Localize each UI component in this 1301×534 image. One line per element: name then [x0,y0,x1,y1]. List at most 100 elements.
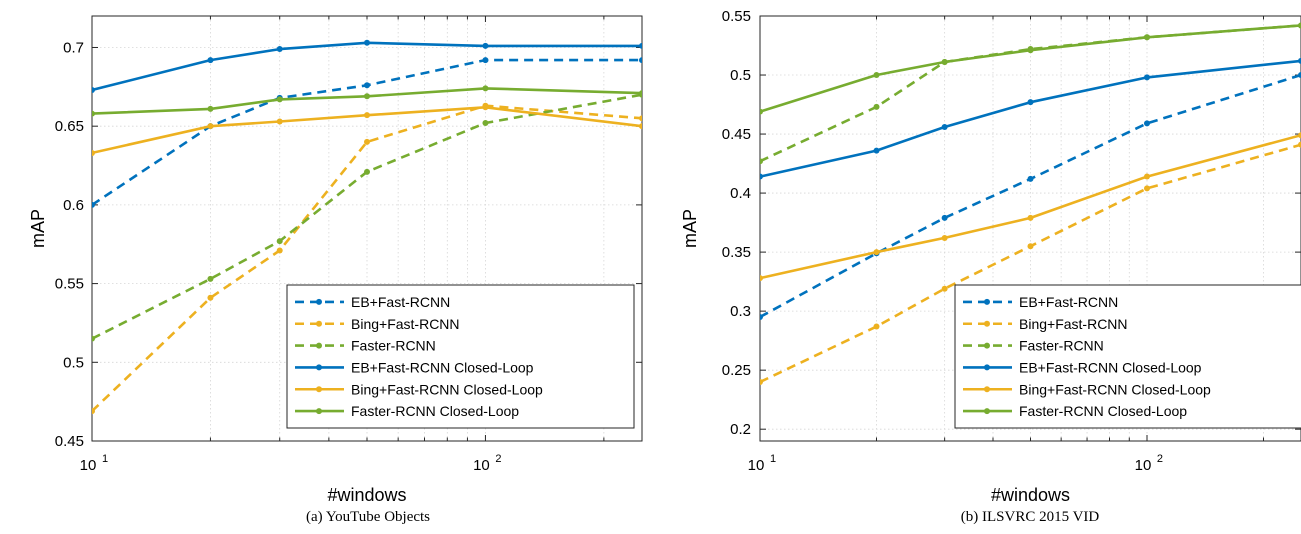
data-point [207,105,214,112]
chart-caption: (a) YouTube Objects [305,509,431,525]
legend-swatch-marker [984,364,990,371]
legend-item: EB+Fast-RCNN Closed-Loop [963,359,1202,375]
legend-label: EB+Fast-RCNN [351,294,450,310]
data-point [207,275,214,282]
legend: EB+Fast-RCNN Bing+Fast-RCNN Faster-RCNN EB+… [286,284,635,429]
data-point [639,90,642,97]
series-eb-fast-rcnn [760,72,1301,321]
data-point [873,103,880,110]
chart-panel-youtube-objects: 0.45 0.5 0.55 0.6 0.65 0.7 10 1 10 2 #windows mAP EB… [0,0,650,534]
series-group [760,22,1301,385]
data-point [276,46,283,53]
legend-item: Faster-RCNN [295,338,436,354]
y-tick-label: 0.65 [55,118,84,135]
legend-swatch-marker [316,408,322,415]
data-point [941,123,948,130]
data-point [92,201,95,208]
legend-item: EB+Fast-RCNN Closed-Loop [295,359,534,375]
x-tick-label-base: 10 [748,457,765,474]
series-bing-fast-rcnn-closed-loop [760,132,1301,282]
x-tick-label-base: 10 [80,457,97,474]
data-point [873,72,880,79]
legend-item: EB+Fast-RCNN [295,294,450,310]
series-faster-rcnn [760,22,1301,165]
series-bing-fast-rcnn [760,141,1301,385]
data-point [364,138,370,145]
data-point [760,314,763,321]
data-point [364,39,370,46]
data-point [639,115,642,122]
series-eb-fast-rcnn [92,57,642,208]
data-point [941,59,948,66]
data-point [941,214,948,221]
y-tick-label: 0.35 [722,244,751,261]
data-point [760,378,763,385]
data-point [1027,243,1034,250]
data-point [482,120,489,127]
legend-swatch-marker [316,386,322,393]
data-point [1298,22,1301,29]
data-point [1143,173,1150,180]
legend: EB+Fast-RCNN Bing+Fast-RCNN Faster-RCNN EB+… [954,284,1301,429]
data-point [92,335,95,342]
data-point [760,275,763,282]
series-group [92,39,642,415]
data-point [364,112,370,119]
data-point [1027,47,1034,54]
y-tick-label: 0.45 [55,433,84,450]
data-point [207,123,214,130]
x-tick-label-exponent: 1 [770,453,776,465]
y-tick-label: 0.5 [63,354,84,371]
y-tick-label: 0.5 [730,67,751,84]
data-point [276,118,283,125]
legend-item: Bing+Fast-RCNN Closed-Loop [963,381,1211,397]
y-tick-label: 0.55 [55,276,84,293]
legend-swatch-marker [984,408,990,415]
series-faster-rcnn-closed-loop [92,85,642,117]
data-point [276,247,283,254]
data-point [364,82,370,89]
data-point [1298,72,1301,79]
data-point [1143,120,1150,127]
legend-box [286,284,635,429]
y-tick-label: 0.2 [730,421,751,438]
data-point [1143,185,1150,192]
x-tick-label-base: 10 [1135,457,1152,474]
series-line [760,143,1301,384]
data-point [1027,214,1034,221]
series-line [760,133,1301,280]
data-point [482,85,489,92]
legend-item: Bing+Fast-RCNN Closed-Loop [295,381,543,397]
data-point [1027,99,1034,106]
x-axis-label: #windows [991,485,1070,505]
y-tick-label: 0.55 [722,8,751,25]
data-point [276,238,283,245]
series-line [92,58,642,206]
data-point [364,168,370,175]
data-point [873,249,880,256]
y-tick-label: 0.3 [730,303,751,320]
series-bing-fast-rcnn [92,102,642,415]
data-point [482,104,489,111]
x-tick-label-exponent: 2 [1157,453,1163,465]
series-line [92,104,642,413]
series-line [760,59,1301,178]
data-point [207,294,214,301]
series-bing-fast-rcnn-closed-loop [92,104,642,156]
series-line [92,93,642,340]
chart-ilsvrc-vid: 0.2 0.25 0.3 0.35 0.4 0.45 0.5 0.55 10 1 10 2 #windo… [680,8,1301,505]
legend-label: Faster-RCNN [1019,338,1104,354]
legend-swatch-marker [316,298,322,305]
y-tick-label: 0.45 [722,126,751,143]
data-point [873,323,880,330]
data-point [1298,141,1301,148]
data-point [364,93,370,100]
data-point [1298,57,1301,64]
data-point [1143,74,1150,81]
x-tick-label-exponent: 2 [495,453,501,465]
legend-swatch-marker [316,364,322,371]
legend-swatch-marker [984,320,990,327]
legend-item: Faster-RCNN Closed-Loop [295,403,519,419]
chart-caption: (b) ILSVRC 2015 VID [960,509,1100,525]
legend-item: EB+Fast-RCNN [963,294,1118,310]
